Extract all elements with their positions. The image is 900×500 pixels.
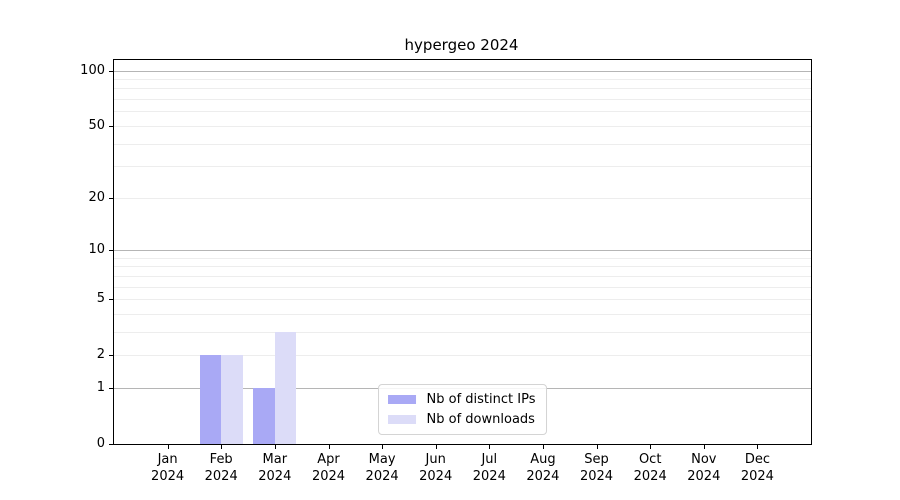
bar-downloads xyxy=(221,355,243,444)
chart-title: hypergeo 2024 xyxy=(404,36,519,54)
bar-distinct-ips xyxy=(253,387,275,444)
y-tick-mark xyxy=(109,299,114,300)
minor-gridline xyxy=(114,275,811,277)
x-tick-mark xyxy=(650,444,652,449)
minor-gridline xyxy=(114,99,811,100)
y-tick-mark xyxy=(109,444,114,445)
y-tick-mark xyxy=(109,197,114,199)
x-tick-label: Jun 2024 xyxy=(419,452,453,484)
minor-gridline xyxy=(114,286,811,288)
y-tick-mark xyxy=(109,355,114,357)
x-tick-label: Aug 2024 xyxy=(526,452,560,484)
minor-gridline xyxy=(114,78,811,80)
x-tick-mark xyxy=(382,444,384,449)
x-tick-mark xyxy=(596,444,598,449)
y-tick-label: 2 xyxy=(96,347,105,363)
x-tick-label: Sep 2024 xyxy=(579,452,614,484)
x-tick-mark xyxy=(489,444,491,449)
x-tick-label: Jan 2024 xyxy=(151,452,185,484)
y-tick-label: 100 xyxy=(80,62,105,78)
minor-gridline xyxy=(114,257,811,259)
y-tick-mark xyxy=(109,70,114,72)
y-tick-mark xyxy=(109,387,114,389)
x-tick-mark xyxy=(435,444,437,449)
x-tick-mark xyxy=(328,444,330,449)
x-tick-mark xyxy=(221,444,223,449)
minor-gridline xyxy=(114,88,811,90)
legend-swatch-downloads xyxy=(387,415,416,424)
minor-gridline xyxy=(114,125,811,127)
bar-downloads xyxy=(274,331,297,444)
minor-gridline xyxy=(114,143,811,145)
minor-gridline xyxy=(114,355,811,357)
y-tick-label: 1 xyxy=(96,379,105,395)
x-tick-label: Feb 2024 xyxy=(204,452,238,484)
legend-swatch-distinct-ips xyxy=(387,395,416,404)
minor-gridline xyxy=(114,299,811,300)
x-tick-mark xyxy=(757,444,759,449)
y-tick-label: 5 xyxy=(96,291,105,306)
plot-area: 100 50 20 10 5 2 1 0 Jan 2024 Feb 2024 Mar 2024 Ap… xyxy=(80,59,812,484)
legend: Nb of distinct IPs Nb of downloads xyxy=(377,384,548,435)
y-tick-mark xyxy=(109,249,114,251)
x-tick-label: Oct 2024 xyxy=(633,452,667,484)
x-tick-label: Jul 2024 xyxy=(472,452,506,484)
x-tick-label: May 2024 xyxy=(365,452,399,484)
y-tick-label: 50 xyxy=(88,117,105,133)
minor-gridline xyxy=(114,313,811,315)
bar-distinct-ips xyxy=(199,355,222,444)
minor-gridline xyxy=(114,111,811,113)
x-tick-mark xyxy=(542,444,544,449)
minor-gridline xyxy=(114,266,811,268)
y-tick-label: 10 xyxy=(88,241,105,257)
major-gridline xyxy=(114,70,811,72)
x-tick-label: Dec 2024 xyxy=(740,452,774,484)
legend-entry-downloads: Nb of downloads xyxy=(387,412,536,427)
x-tick-label: Apr 2024 xyxy=(311,452,346,484)
legend-entry-distinct-ips: Nb of distinct IPs xyxy=(387,392,536,407)
x-tick-mark xyxy=(274,444,276,449)
minor-gridline xyxy=(114,166,811,168)
minor-gridline xyxy=(114,197,811,199)
legend-label-distinct-ips: Nb of distinct IPs xyxy=(426,392,536,407)
x-tick-mark xyxy=(167,444,169,449)
y-tick-label: 0 xyxy=(96,436,105,451)
major-gridline xyxy=(114,249,811,251)
legend-label-downloads: Nb of downloads xyxy=(426,412,535,427)
y-tick-label: 20 xyxy=(88,189,105,205)
x-tick-label: Mar 2024 xyxy=(258,452,292,484)
minor-gridline xyxy=(114,331,811,333)
x-tick-label: Nov 2024 xyxy=(687,452,721,484)
x-tick-mark xyxy=(703,444,705,449)
y-tick-mark xyxy=(109,125,114,127)
